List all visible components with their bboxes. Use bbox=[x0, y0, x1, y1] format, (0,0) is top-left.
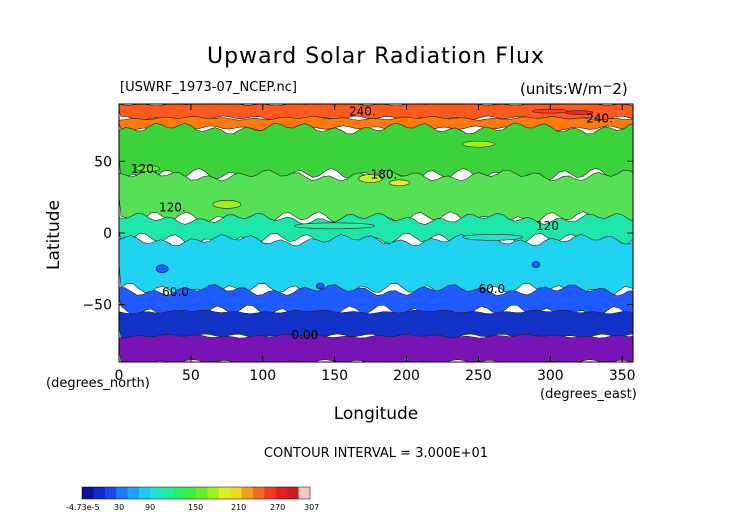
y-tick-label: 0 bbox=[103, 226, 112, 242]
contour-label: 240. bbox=[349, 104, 376, 118]
colorbar-swatch bbox=[127, 487, 140, 499]
colorbar-swatch bbox=[241, 487, 254, 499]
x-axis-label: Longitude bbox=[333, 404, 419, 424]
colorbar-tick-label: 150 bbox=[188, 503, 204, 512]
y-tick-label: −50 bbox=[82, 298, 112, 314]
heatmap-patch bbox=[294, 222, 375, 230]
x-tick-label: 300 bbox=[537, 368, 564, 384]
chart-title: Upward Solar Radiation Flux bbox=[207, 44, 545, 69]
heatmap-band bbox=[119, 333, 633, 362]
colorbar-tick-label: 307 bbox=[304, 503, 320, 512]
heatmap-patch bbox=[135, 165, 161, 172]
heatmap-patch bbox=[155, 264, 169, 274]
colorbar-swatch bbox=[184, 487, 197, 499]
heatmap-band bbox=[119, 169, 633, 227]
heatmap-patch bbox=[564, 110, 594, 115]
contour-label: 60.0 bbox=[162, 285, 189, 299]
colorbar-swatch bbox=[82, 487, 94, 499]
colorbar-swatch bbox=[150, 487, 163, 499]
colorbar-tick-label: -4.73e-5 bbox=[66, 503, 100, 512]
colorbar-swatch bbox=[196, 487, 208, 499]
heatmap-patch bbox=[462, 140, 495, 148]
heatmap-patch bbox=[531, 261, 541, 268]
colorbar-swatch bbox=[298, 487, 311, 499]
file-label: [USWRF_1973-07_NCEP.nc] bbox=[120, 80, 297, 95]
contour-interval: CONTOUR INTERVAL = 3.000E+01 bbox=[263, 446, 489, 461]
x-tick-label: 150 bbox=[321, 368, 348, 384]
colorbar-swatch bbox=[116, 487, 129, 499]
heatmap-patch bbox=[212, 200, 242, 209]
colorbar-frame bbox=[81, 486, 311, 500]
x-tick-label: 50 bbox=[182, 368, 200, 384]
colorbar-swatch bbox=[218, 487, 231, 499]
x-tick-label: 350 bbox=[609, 368, 636, 384]
x-tick-label: 100 bbox=[249, 368, 276, 384]
units-label: (units:W/m−2) bbox=[520, 79, 628, 98]
colorbar-swatch bbox=[230, 487, 243, 499]
heatmap-patch bbox=[389, 179, 410, 187]
colorbar-swatch bbox=[93, 487, 106, 499]
colorbar-tick-label: 30 bbox=[114, 503, 125, 512]
contour-label: 180. bbox=[371, 168, 398, 182]
colorbar-swatch bbox=[253, 487, 265, 499]
y-tick-label: 50 bbox=[94, 154, 112, 170]
contour-label: 120 bbox=[536, 219, 559, 233]
contour-label: 120. bbox=[159, 201, 186, 215]
heatmap-band bbox=[119, 234, 633, 298]
colorbar-swatch bbox=[161, 487, 174, 499]
heatmap-patch bbox=[462, 234, 524, 241]
colorbar-tick-label: 270 bbox=[270, 503, 286, 512]
contour-label: 120. bbox=[131, 162, 158, 176]
x-tick-label: 0 bbox=[115, 368, 124, 384]
colorbar-swatch bbox=[104, 487, 117, 499]
contour-label: 60.0 bbox=[478, 282, 505, 296]
heatmap-patch bbox=[358, 174, 383, 183]
x-tick-label: 250 bbox=[465, 368, 492, 384]
x-tick-label: 200 bbox=[393, 368, 420, 384]
colorbar-swatch bbox=[287, 487, 300, 499]
colorbar-swatch bbox=[139, 487, 151, 499]
heatmap-patch bbox=[315, 282, 325, 290]
colorbar-tick-label: 210 bbox=[231, 503, 247, 512]
colorbar-swatch bbox=[207, 487, 220, 499]
colorbar-swatch bbox=[264, 487, 277, 499]
x-unit-label: (degrees_east) bbox=[540, 387, 637, 402]
y-unit-label: (degrees_north) bbox=[46, 376, 150, 391]
contour-label: 240. bbox=[586, 112, 613, 126]
colorbar-swatch bbox=[173, 487, 186, 499]
contour-label: 0.00 bbox=[292, 328, 319, 342]
colorbar-swatch bbox=[275, 487, 288, 499]
colorbar-tick-label: 90 bbox=[145, 503, 156, 512]
